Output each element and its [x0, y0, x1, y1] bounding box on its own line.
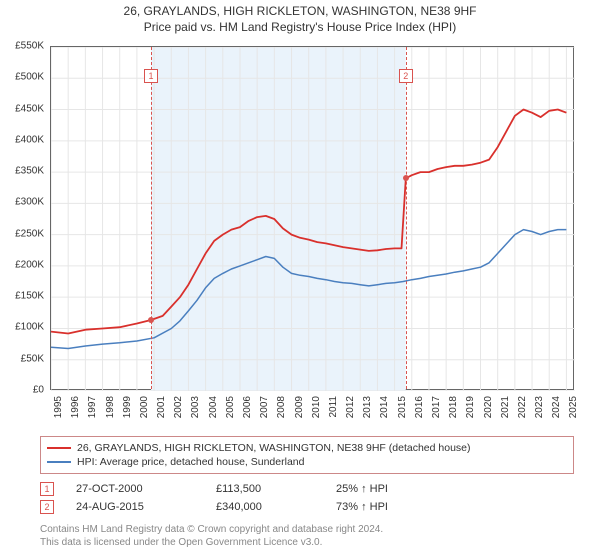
- sale-price: £340,000: [216, 501, 336, 513]
- legend-label: HPI: Average price, detached house, Sund…: [77, 456, 304, 468]
- x-tick-label: 2000: [139, 396, 150, 418]
- x-tick-label: 2017: [431, 396, 442, 418]
- y-tick-label: £150K: [15, 291, 44, 302]
- x-tick-label: 1998: [105, 396, 116, 418]
- x-tick-label: 2008: [276, 396, 287, 418]
- y-tick-label: £100K: [15, 322, 44, 333]
- legend-swatch: [47, 461, 71, 463]
- x-tick-label: 2016: [414, 396, 425, 418]
- x-tick-label: 2003: [190, 396, 201, 418]
- legend-label: 26, GRAYLANDS, HIGH RICKLETON, WASHINGTO…: [77, 442, 471, 454]
- sales-table: 1 27-OCT-2000£113,50025% ↑ HPI 2 24-AUG-201…: [40, 480, 574, 516]
- sale-row-marker: 2: [40, 500, 54, 514]
- legend-row: HPI: Average price, detached house, Sund…: [47, 455, 567, 469]
- x-tick-label: 2012: [345, 396, 356, 418]
- chart-svg: [51, 47, 575, 391]
- x-tick-label: 2001: [156, 396, 167, 418]
- x-tick-label: 2004: [208, 396, 219, 418]
- sale-row-marker: 1: [40, 482, 54, 496]
- legend-swatch: [47, 447, 71, 449]
- x-tick-label: 2006: [242, 396, 253, 418]
- sale-row: 2 24-AUG-2015£340,00073% ↑ HPI: [40, 498, 574, 516]
- x-tick-label: 2011: [328, 396, 339, 418]
- y-tick-label: £450K: [15, 103, 44, 114]
- footer-line-1: Contains HM Land Registry data © Crown c…: [40, 524, 574, 537]
- sale-marker-line: [151, 47, 152, 389]
- x-tick-label: 2018: [448, 396, 459, 418]
- y-axis: £0£50K£100K£150K£200K£250K£300K£350K£400…: [0, 46, 48, 390]
- x-tick-label: 2022: [517, 396, 528, 418]
- legend: 26, GRAYLANDS, HIGH RICKLETON, WASHINGTO…: [40, 436, 574, 474]
- legend-row: 26, GRAYLANDS, HIGH RICKLETON, WASHINGTO…: [47, 441, 567, 455]
- x-tick-label: 2024: [551, 396, 562, 418]
- sale-price: £113,500: [216, 483, 336, 495]
- x-tick-label: 1997: [87, 396, 98, 418]
- x-tick-label: 2020: [483, 396, 494, 418]
- y-tick-label: £550K: [15, 41, 44, 52]
- x-tick-label: 2019: [465, 396, 476, 418]
- x-tick-label: 2025: [568, 396, 579, 418]
- sale-row: 1 27-OCT-2000£113,50025% ↑ HPI: [40, 480, 574, 498]
- chart-title-main: 26, GRAYLANDS, HIGH RICKLETON, WASHINGTO…: [0, 4, 600, 18]
- chart-title-block: 26, GRAYLANDS, HIGH RICKLETON, WASHINGTO…: [0, 0, 600, 36]
- sale-marker-badge: 1: [144, 69, 158, 83]
- footer-note: Contains HM Land Registry data © Crown c…: [40, 524, 574, 549]
- x-tick-label: 2023: [534, 396, 545, 418]
- footer-line-2: This data is licensed under the Open Gov…: [40, 537, 574, 550]
- x-tick-label: 1999: [122, 396, 133, 418]
- sale-marker-badge: 2: [399, 69, 413, 83]
- x-tick-label: 2007: [259, 396, 270, 418]
- y-tick-label: £200K: [15, 259, 44, 270]
- sale-point-dot: [403, 175, 409, 181]
- y-tick-label: £300K: [15, 197, 44, 208]
- y-tick-label: £0: [33, 385, 44, 396]
- x-tick-label: 2005: [225, 396, 236, 418]
- sale-marker-line: [406, 47, 407, 389]
- y-tick-label: £350K: [15, 166, 44, 177]
- sale-point-dot: [148, 317, 154, 323]
- x-tick-label: 2015: [397, 396, 408, 418]
- sale-date: 27-OCT-2000: [76, 483, 216, 495]
- x-tick-label: 1995: [53, 396, 64, 418]
- x-tick-label: 1996: [70, 396, 81, 418]
- x-tick-label: 2010: [311, 396, 322, 418]
- x-tick-label: 2009: [294, 396, 305, 418]
- chart-plot-area: 12: [50, 46, 574, 390]
- y-tick-label: £500K: [15, 72, 44, 83]
- sale-pct: 25% ↑ HPI: [336, 483, 456, 495]
- x-tick-label: 2002: [173, 396, 184, 418]
- sale-pct: 73% ↑ HPI: [336, 501, 456, 513]
- chart-title-sub: Price paid vs. HM Land Registry's House …: [0, 20, 600, 34]
- x-tick-label: 2013: [362, 396, 373, 418]
- y-tick-label: £250K: [15, 228, 44, 239]
- sale-date: 24-AUG-2015: [76, 501, 216, 513]
- x-tick-label: 2021: [500, 396, 511, 418]
- y-tick-label: £400K: [15, 134, 44, 145]
- x-tick-label: 2014: [379, 396, 390, 418]
- x-axis: 1995 1996 1997 1998 1999 2000 2001 2002 2003 2004…: [50, 392, 574, 442]
- y-tick-label: £50K: [21, 353, 44, 364]
